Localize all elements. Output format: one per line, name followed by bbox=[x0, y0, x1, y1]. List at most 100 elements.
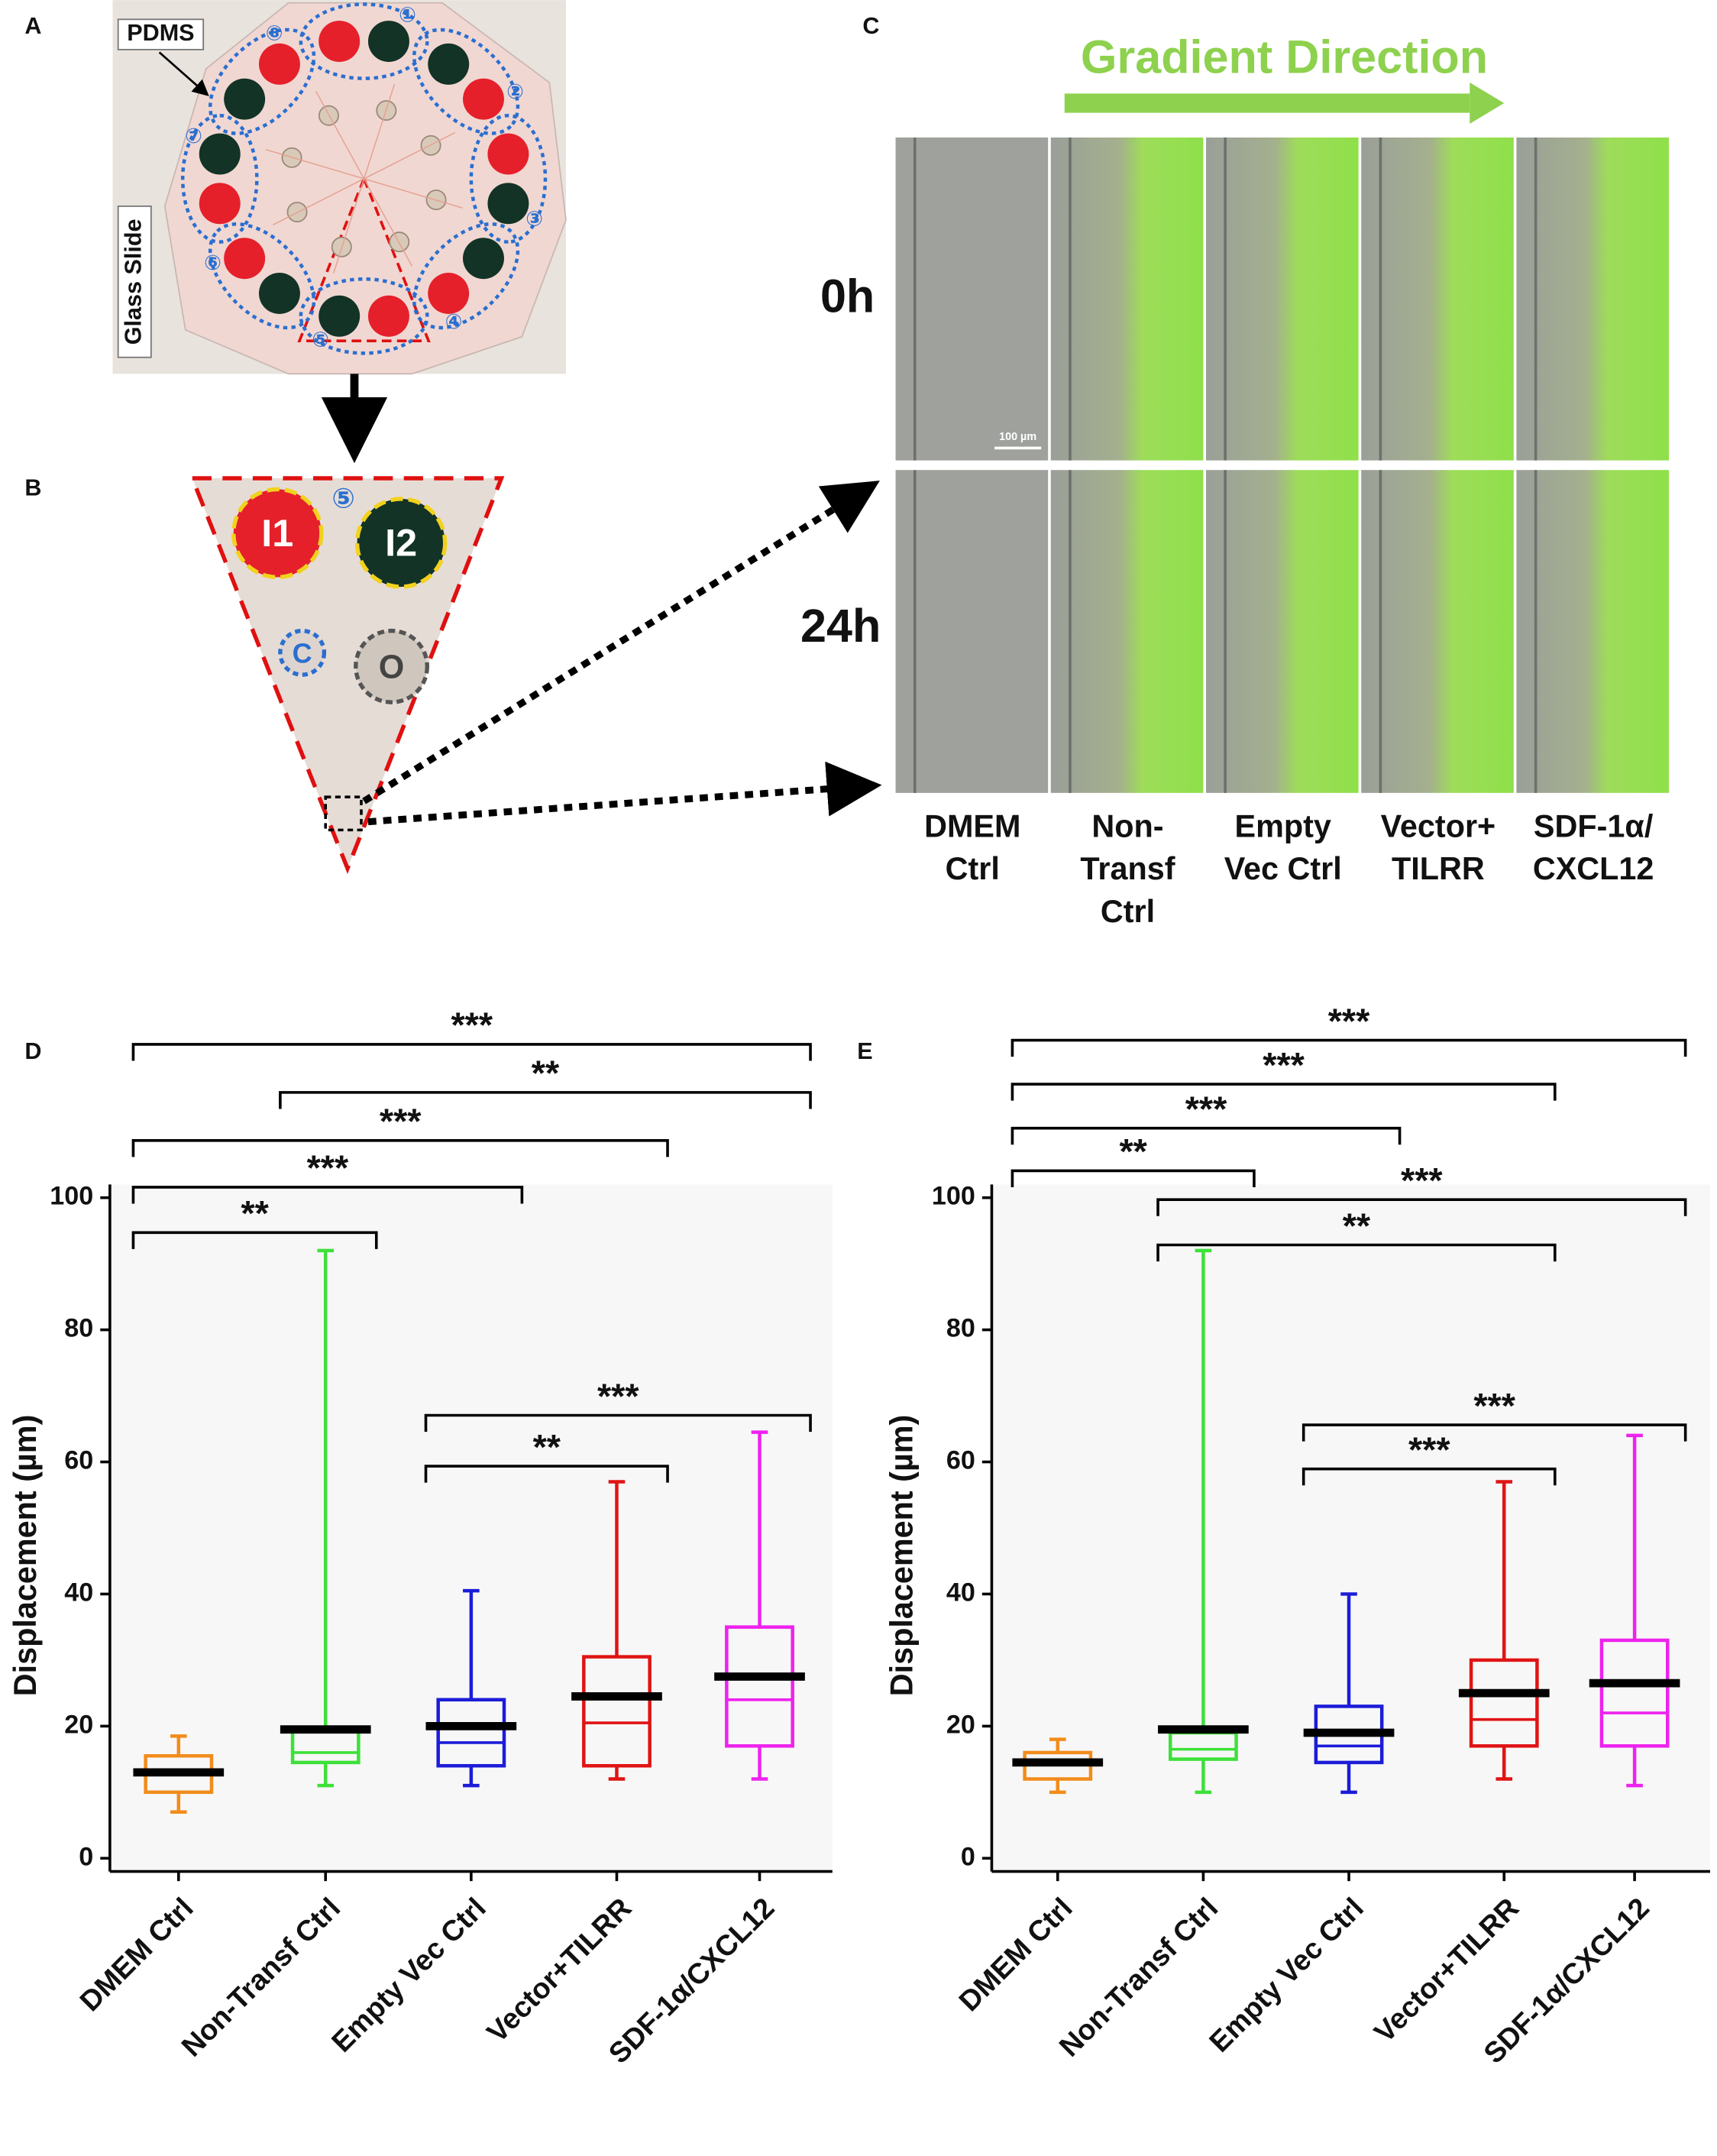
panel-label: A bbox=[24, 13, 41, 39]
channel bbox=[364, 178, 463, 209]
well bbox=[224, 238, 266, 280]
zoom-arrow bbox=[367, 761, 882, 826]
well-number: ⑤ bbox=[312, 329, 329, 351]
condition-label: SDF-1α/ bbox=[1534, 809, 1654, 844]
center-well bbox=[278, 628, 327, 677]
well bbox=[224, 78, 266, 120]
well-number: ④ bbox=[445, 310, 463, 333]
well bbox=[463, 78, 504, 120]
y-tick-label: 80 bbox=[64, 1314, 93, 1343]
significance-bracket bbox=[424, 1465, 669, 1483]
gradient-arrow bbox=[1064, 93, 1470, 113]
y-tick-label: 60 bbox=[946, 1446, 975, 1475]
y-tick-label: 100 bbox=[50, 1182, 93, 1211]
significance-label: *** bbox=[597, 1376, 639, 1416]
y-axis-label: Displacement (µm) bbox=[8, 1415, 43, 1697]
y-tick-label: 60 bbox=[64, 1446, 93, 1475]
time-label: 24h bbox=[800, 600, 881, 652]
inlet-label: I1 bbox=[261, 511, 293, 555]
well-pair-outline bbox=[412, 222, 520, 330]
significance-bracket bbox=[424, 1413, 812, 1432]
label: Glass Slide bbox=[120, 219, 146, 345]
condition-label: DMEM bbox=[924, 809, 1020, 844]
well bbox=[258, 273, 300, 314]
condition-label: Empty bbox=[1235, 809, 1331, 844]
x-tick-label: Non-Transf Ctrl bbox=[1053, 1892, 1224, 2063]
significance-bracket bbox=[1301, 1423, 1687, 1442]
scale-bar-label: 100 µm bbox=[999, 431, 1036, 443]
inlet bbox=[354, 497, 448, 589]
well bbox=[428, 273, 470, 314]
well-number: ② bbox=[506, 80, 524, 103]
y-tick-label: 40 bbox=[946, 1578, 975, 1607]
x-tick-label: Empty Vec Ctrl bbox=[1204, 1892, 1370, 2058]
label-box bbox=[117, 18, 205, 50]
center-label: C bbox=[293, 637, 312, 668]
significance-label: *** bbox=[1401, 1161, 1443, 1200]
significance-label: ** bbox=[241, 1193, 269, 1233]
micrograph bbox=[1516, 470, 1670, 793]
well bbox=[463, 238, 504, 280]
well bbox=[367, 21, 409, 63]
well-number: ⑥ bbox=[204, 251, 221, 274]
well bbox=[428, 43, 470, 85]
y-tick-label: 20 bbox=[946, 1710, 975, 1739]
significance-label: *** bbox=[451, 1005, 493, 1045]
well bbox=[319, 21, 361, 63]
channel bbox=[315, 91, 365, 180]
channel bbox=[364, 131, 456, 180]
y-tick-label: 40 bbox=[64, 1578, 93, 1607]
condition-label: Vec Ctrl bbox=[1224, 851, 1342, 886]
channel bbox=[272, 178, 364, 226]
significance-label: *** bbox=[1328, 1001, 1370, 1041]
significance-bracket bbox=[1301, 1467, 1557, 1486]
well bbox=[199, 183, 241, 225]
micrographs bbox=[895, 137, 1670, 793]
arrow bbox=[158, 51, 209, 97]
y-tick-label: 20 bbox=[64, 1710, 93, 1739]
well-pair-outline bbox=[208, 222, 316, 330]
time-label: 0h bbox=[820, 270, 875, 322]
panel-label: B bbox=[24, 474, 41, 500]
significance-bracket bbox=[279, 1091, 812, 1109]
box bbox=[582, 1655, 652, 1768]
channel bbox=[333, 178, 365, 274]
box bbox=[725, 1625, 794, 1748]
well-number: ③ bbox=[525, 207, 543, 230]
significance-label: ** bbox=[1119, 1131, 1147, 1171]
significance-bracket bbox=[1010, 1083, 1557, 1101]
box bbox=[1469, 1658, 1539, 1748]
well-pair-outline bbox=[299, 277, 429, 355]
condition-label: TILRR bbox=[1392, 851, 1485, 886]
significance-label: *** bbox=[1408, 1429, 1450, 1469]
channel bbox=[265, 148, 364, 180]
well-number: ① bbox=[399, 3, 416, 26]
micrograph bbox=[1205, 137, 1359, 461]
micrograph bbox=[895, 470, 1049, 793]
micrograph bbox=[1050, 137, 1204, 461]
significance-bracket bbox=[1010, 1126, 1402, 1145]
micrograph bbox=[895, 137, 1049, 461]
well-number: ⑤ bbox=[331, 482, 354, 513]
wells: ① ② ③ ④ ⑤ ⑥ ⑦ ⑧ bbox=[180, 2, 548, 355]
condition-label: Non- bbox=[1091, 809, 1163, 844]
condition-label: Vector+ bbox=[1381, 809, 1496, 844]
x-tick-label: DMEM Ctrl bbox=[74, 1892, 200, 2018]
condition-label: Ctrl bbox=[1101, 894, 1155, 929]
micrograph bbox=[1516, 137, 1670, 461]
well bbox=[487, 133, 529, 175]
significance-bracket bbox=[1010, 1038, 1687, 1057]
x-tick-label: Empty Vec Ctrl bbox=[326, 1892, 493, 2058]
plot-area bbox=[109, 1184, 833, 1872]
y-axis-label: Displacement (µm) bbox=[884, 1415, 919, 1697]
x-tick-label: DMEM Ctrl bbox=[953, 1892, 1079, 2018]
significance-label: ** bbox=[1343, 1206, 1371, 1245]
label: PDMS bbox=[127, 20, 194, 46]
box bbox=[436, 1698, 506, 1768]
label-box bbox=[117, 206, 152, 358]
well-number: ⑧ bbox=[266, 21, 283, 44]
outlet-well bbox=[354, 628, 429, 704]
micrograph bbox=[1050, 470, 1204, 793]
panel-label: E bbox=[857, 1038, 872, 1064]
